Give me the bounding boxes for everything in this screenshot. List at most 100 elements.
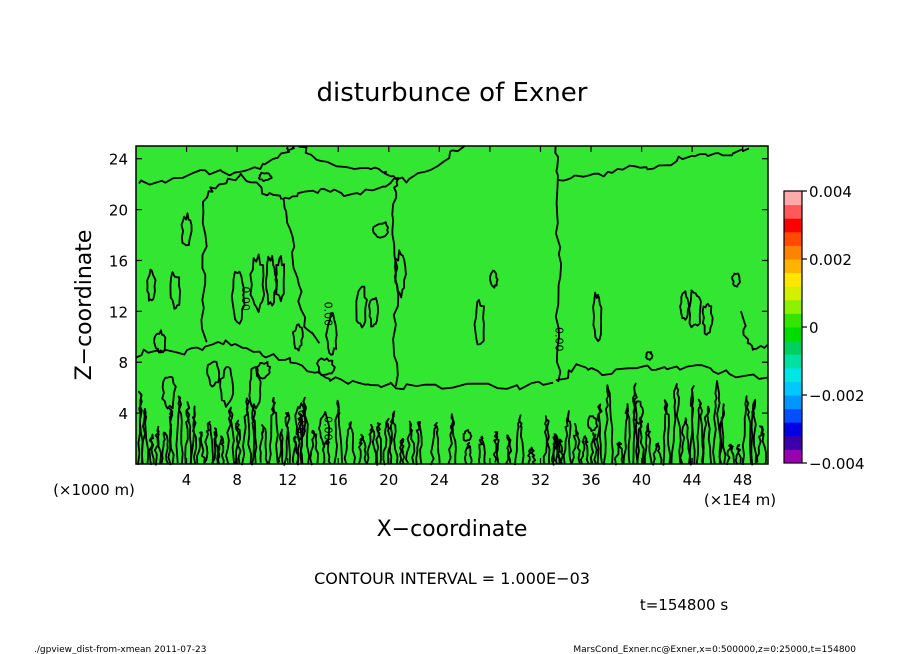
contour-interval-text: CONTOUR INTERVAL = 1.000E−03 [314, 569, 590, 588]
contour-cell [473, 299, 485, 346]
colorbar-swatch [784, 286, 802, 301]
contour-label: 0.00 [321, 416, 334, 441]
contour-spike [689, 385, 696, 466]
contour-spike [387, 410, 399, 465]
x-axis-label: X−coordinate [377, 517, 528, 542]
contour-label: 0.00 [295, 410, 308, 435]
contour-spike [670, 383, 682, 465]
contour-cell [731, 272, 741, 288]
contour-spike [652, 442, 663, 466]
y-axis-label: Z−coordinate [72, 230, 97, 381]
x-unit-left: (×1000 m) [53, 481, 135, 499]
colorbar-swatch [784, 299, 802, 314]
contour-spike [580, 435, 590, 465]
contour-spike [398, 437, 406, 465]
contour-cell [274, 255, 285, 303]
contour-spike [382, 417, 393, 466]
chart-title: disturbunce of Exner [317, 78, 588, 108]
y-tick-label: 12 [109, 303, 128, 321]
colorbar-swatch [784, 231, 802, 246]
contour-mid-boundary [135, 339, 554, 391]
contour-cell [257, 171, 273, 182]
colorbar-swatch [784, 313, 802, 328]
contour-cell [462, 429, 473, 442]
contour-label: 0.00 [553, 327, 566, 352]
contour-cell [230, 270, 246, 325]
x-axis-ticks: 4 8 12 16 20 24 28 32 36 40 44 48 [182, 146, 752, 489]
x-tick-label: 8 [232, 471, 242, 489]
colorbar-swatch [784, 218, 802, 233]
contour-cell [644, 351, 654, 361]
contour-spike [258, 424, 269, 465]
colorbar-swatch [784, 422, 802, 437]
contour-cell [153, 329, 167, 354]
contour-spike [291, 435, 299, 465]
time-label: t=154800 s [640, 596, 728, 614]
contour-spike [632, 382, 639, 465]
contour-cell [679, 290, 690, 321]
colorbar-swatch [784, 272, 802, 287]
colorbar-swatch [784, 435, 802, 450]
contour-spike [234, 419, 242, 465]
contour-spike [478, 435, 486, 465]
contour-cell [256, 360, 272, 380]
contour-spike [429, 422, 441, 466]
contour-spike [636, 416, 645, 465]
contour-spike [175, 395, 184, 465]
contour-spike [741, 395, 752, 466]
contour-spike [527, 446, 537, 465]
contour-spike [167, 407, 175, 466]
contour-spike [447, 413, 457, 464]
contour-spike [277, 428, 284, 465]
contour-cell [248, 366, 262, 410]
colorbar-swatch [784, 449, 802, 464]
colorbar-swatch [784, 245, 802, 260]
x-tick-label: 16 [329, 471, 348, 489]
contour-spike [196, 431, 206, 465]
contour-top-left [138, 145, 295, 186]
contour-spike [756, 425, 767, 465]
y-axis-ticks: 4 8 12 16 20 24 [109, 151, 768, 423]
contour-spike [589, 432, 598, 465]
contour-spike [695, 398, 705, 465]
contour-spike [267, 396, 279, 465]
contour-spike [225, 406, 235, 465]
contour-cell [265, 254, 278, 307]
footer-left: ./gpview_dist-from-xmean 2011-07-23 [34, 645, 206, 654]
colorbar-swatch [784, 408, 802, 423]
contour-spike [366, 423, 378, 465]
colorbar-swatch [784, 395, 802, 410]
contour-cell [146, 268, 157, 302]
footer-right: MarsCond_Exner.nc@Exner,x=0:500000,z=0:2… [573, 645, 856, 654]
contour-spike [556, 438, 564, 465]
x-tick-label: 28 [480, 471, 499, 489]
y-tick-label: 8 [118, 354, 128, 372]
contour-cell [701, 302, 714, 336]
contour-spike [570, 423, 581, 465]
contour-cell [206, 360, 221, 388]
contour-spike [614, 441, 624, 466]
contour-spike [299, 396, 310, 465]
contour-cell [161, 376, 177, 410]
colorbar-swatch [784, 204, 802, 219]
contour-spike [140, 408, 149, 465]
contour-spike [184, 401, 192, 465]
contour-cell [325, 312, 338, 356]
contour-label-group: 0.00 0.00 0.00 0.00 0.00 [239, 286, 565, 440]
contour-spike [190, 405, 198, 465]
contour-spike [700, 405, 712, 465]
contour-spike [464, 441, 473, 465]
contour-spike [160, 431, 170, 465]
colorbar-swatch [784, 354, 802, 369]
contour-spike [375, 422, 382, 466]
contour-cell [180, 212, 193, 247]
contour-spike [718, 403, 727, 465]
x-tick-label: 32 [531, 471, 550, 489]
colorbar-swatch [784, 340, 802, 355]
contour-cell [394, 249, 407, 299]
contour-spike [505, 434, 513, 465]
x-tick-label: 20 [379, 471, 398, 489]
contour-spike [622, 403, 631, 465]
contour-spike [602, 384, 614, 465]
